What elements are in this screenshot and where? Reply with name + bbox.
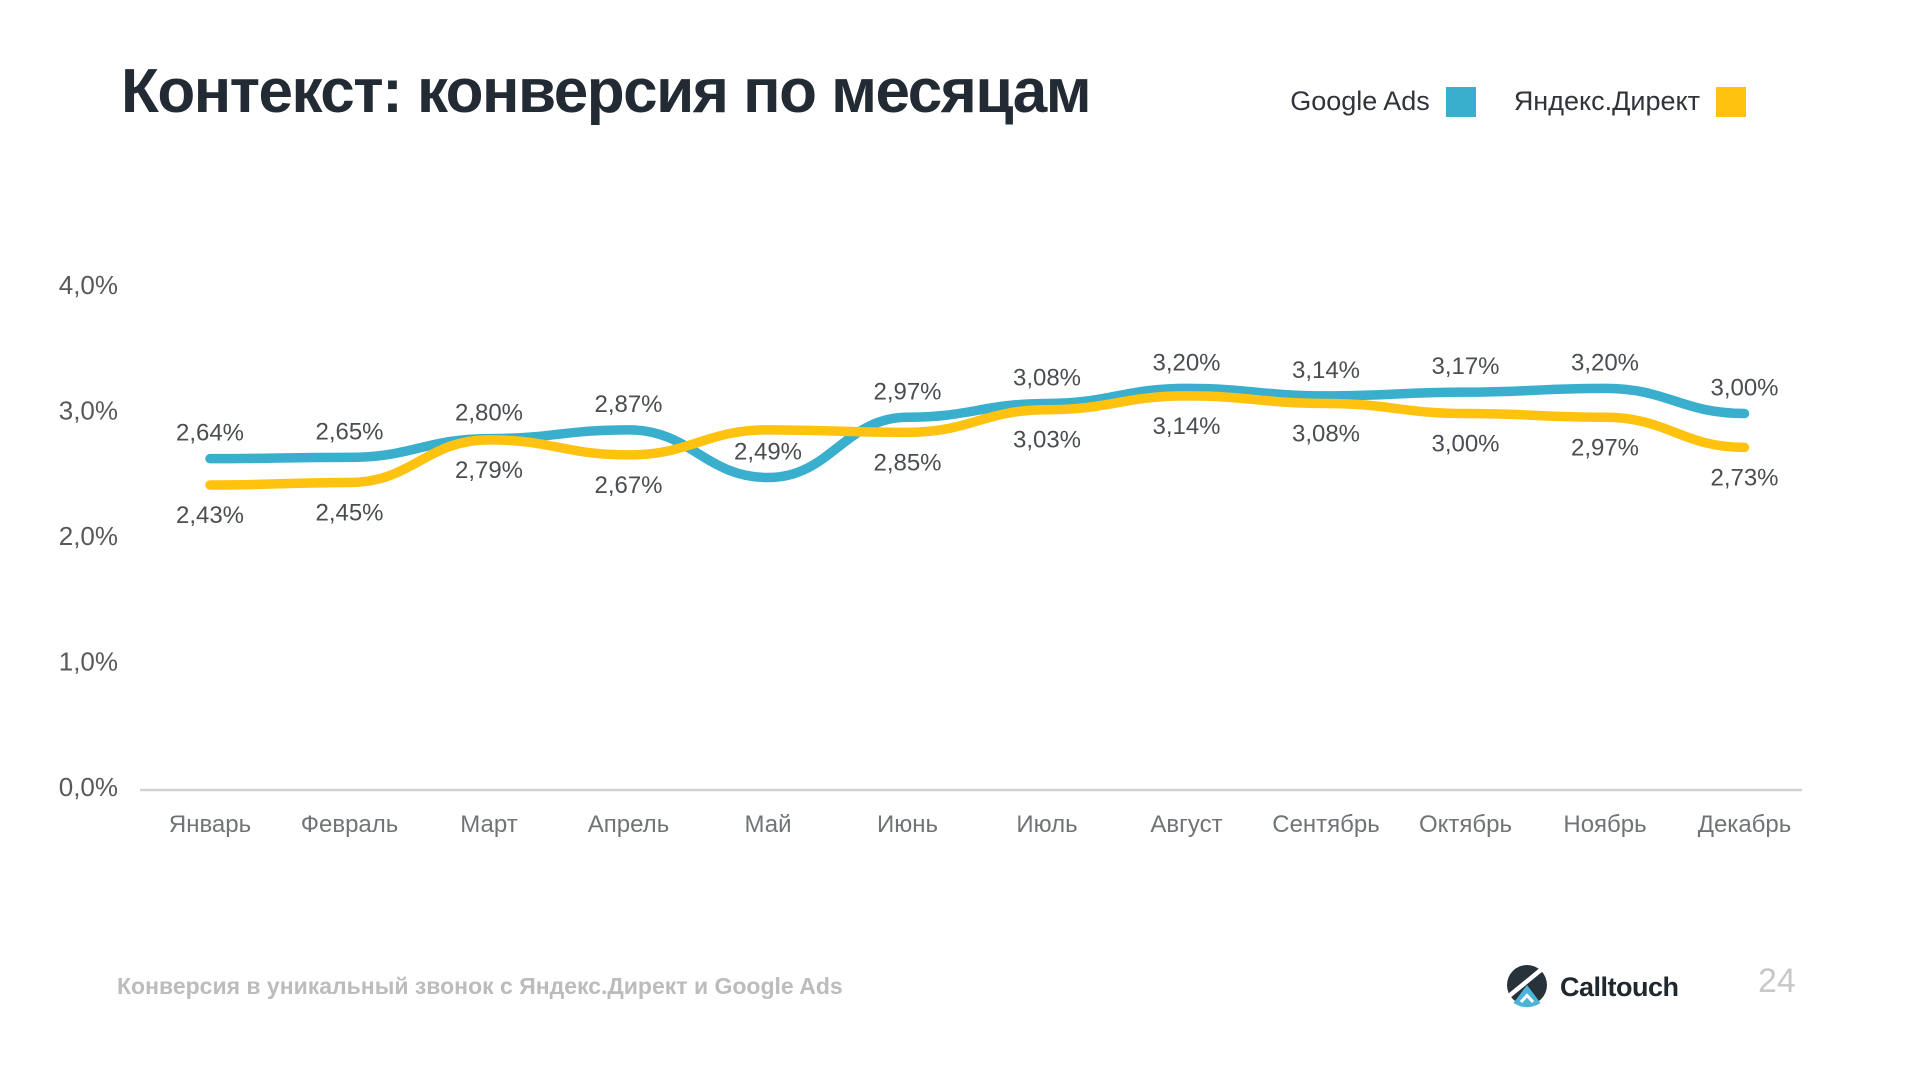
data-label: 2,87% <box>594 391 662 418</box>
series-lines <box>205 383 1750 490</box>
legend-swatch-google-ads <box>1445 86 1476 117</box>
data-label: 3,20% <box>1152 349 1220 376</box>
data-labels: 2,64% 2,65% 2,80% 2,87% 2,49% 2,97% 3,08% 3,20%… <box>176 349 1779 529</box>
page-title: Контекст: конверсия по месяцам <box>121 57 1092 126</box>
x-tick-label: Май <box>744 811 791 838</box>
data-label: 3,00% <box>1710 375 1778 402</box>
x-tick-label: Октябрь <box>1419 811 1512 838</box>
y-tick-label: 0,0% <box>59 772 118 802</box>
data-label: 3,20% <box>1571 349 1639 376</box>
data-label: 3,14% <box>1292 357 1360 384</box>
data-label: 2,65% <box>315 418 383 445</box>
x-tick-label: Март <box>460 811 517 838</box>
x-axis-labels: Январь Февраль Март Апрель Май Июнь Июль Август… <box>169 811 1791 838</box>
data-label: 3,17% <box>1431 353 1499 380</box>
series-line <box>205 383 1750 483</box>
x-tick-label: Сентябрь <box>1272 811 1380 838</box>
legend-item-google-ads: Google Ads <box>1290 86 1476 117</box>
data-label: 2,79% <box>455 457 523 484</box>
x-tick-label: Июль <box>1016 811 1077 838</box>
page-number: 24 <box>1758 962 1796 1000</box>
x-tick-label: Ноябрь <box>1563 811 1646 838</box>
y-tick-label: 2,0% <box>59 521 118 551</box>
chart-legend: Google Ads Яндекс.Директ <box>1290 86 1746 117</box>
x-tick-label: Июнь <box>877 811 938 838</box>
data-label: 2,64% <box>176 420 244 447</box>
legend-label-google-ads: Google Ads <box>1290 86 1430 116</box>
chart-caption: Конверсия в уникальный звонок с Яндекс.Д… <box>117 973 843 999</box>
data-label: 2,67% <box>594 472 662 499</box>
y-tick-label: 1,0% <box>59 647 118 677</box>
data-label: 2,85% <box>873 449 941 476</box>
y-tick-label: 4,0% <box>59 270 118 300</box>
data-label: 3,08% <box>1292 420 1360 447</box>
data-label: 3,08% <box>1013 364 1081 391</box>
y-axis-labels: 4,0% 3,0% 2,0% 1,0% 0,0% <box>59 270 118 802</box>
x-tick-label: Апрель <box>588 811 669 838</box>
x-tick-label: Февраль <box>301 811 399 838</box>
x-tick-label: Август <box>1150 811 1222 838</box>
data-label: 2,80% <box>455 400 523 427</box>
legend-swatch-yandex-direct <box>1716 86 1746 117</box>
data-label: 2,97% <box>1571 434 1639 461</box>
calltouch-logo-icon <box>1507 965 1547 1008</box>
data-label: 2,43% <box>176 502 244 529</box>
data-label: 2,45% <box>315 500 383 527</box>
series-line <box>205 391 1750 490</box>
brand: Calltouch <box>1506 964 1679 1010</box>
data-label: 2,49% <box>734 439 802 466</box>
data-label: 2,73% <box>1710 464 1778 491</box>
legend-item-yandex-direct: Яндекс.Директ <box>1514 86 1746 117</box>
y-tick-label: 3,0% <box>59 396 118 426</box>
x-tick-label: Январь <box>169 811 251 838</box>
x-tick-label: Декабрь <box>1698 811 1792 838</box>
brand-name: Calltouch <box>1560 971 1679 1002</box>
data-label: 3,00% <box>1431 431 1499 458</box>
data-label: 3,14% <box>1152 413 1220 440</box>
data-label: 2,97% <box>873 378 941 405</box>
data-label: 3,03% <box>1013 427 1081 454</box>
legend-label-yandex-direct: Яндекс.Директ <box>1513 86 1700 116</box>
